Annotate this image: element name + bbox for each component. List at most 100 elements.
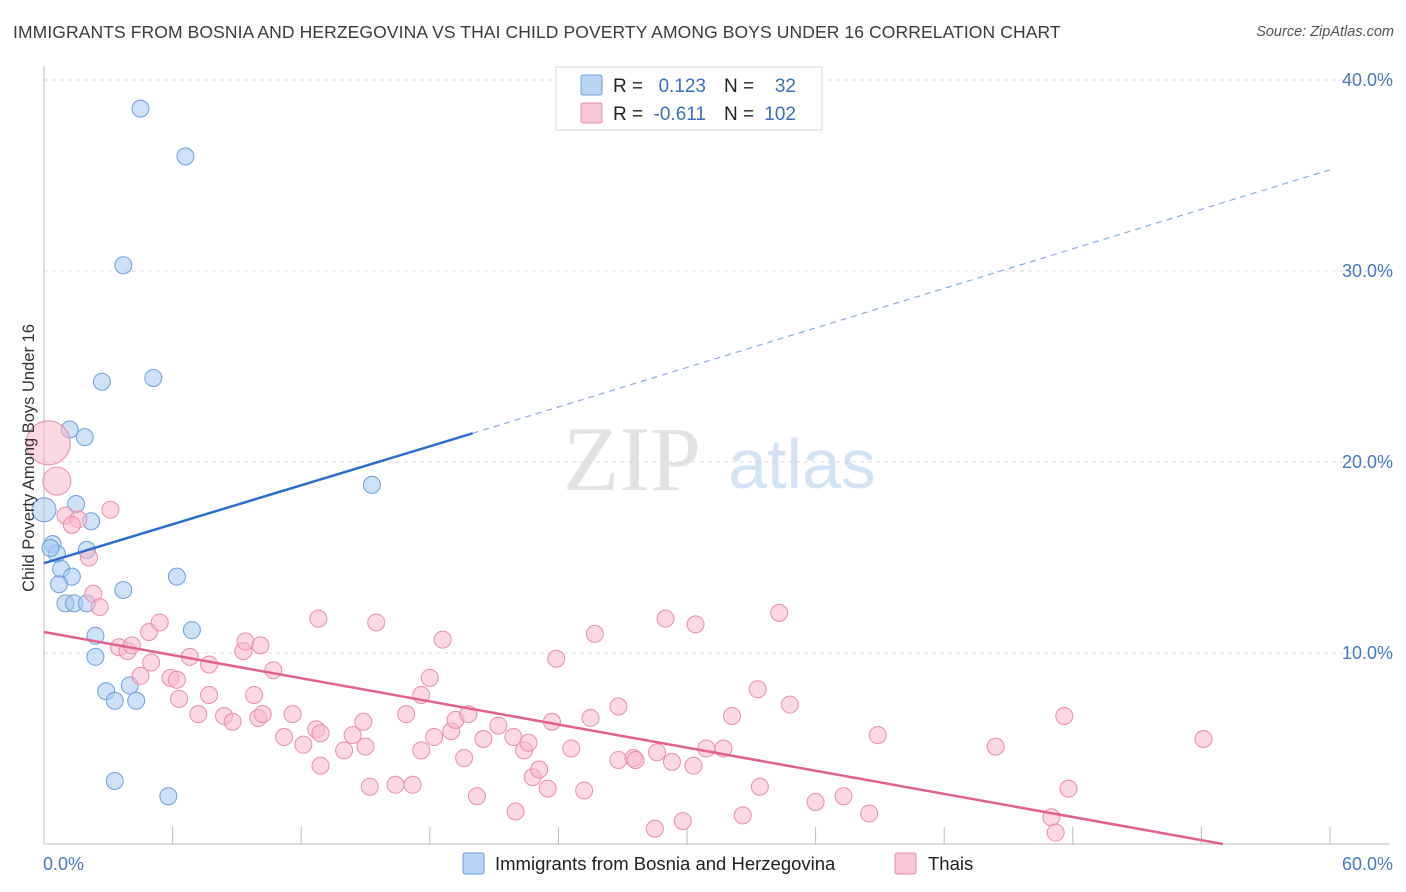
thais-point-34 xyxy=(311,724,330,743)
thais-point-53 xyxy=(467,787,486,806)
y-tick-label-1: 20.0% xyxy=(1342,452,1393,472)
thais-point-40 xyxy=(311,756,330,775)
thais-point-94 xyxy=(986,737,1005,756)
bosnia-point-28 xyxy=(105,691,124,710)
thais-point-30 xyxy=(253,705,272,724)
thais-point-59 xyxy=(506,802,525,821)
thais-point-46 xyxy=(433,630,452,649)
thais-point-0 xyxy=(25,420,71,466)
legend-n-label-bosnia: N = xyxy=(724,76,754,97)
thais-point-10 xyxy=(150,613,169,632)
thais-point-79 xyxy=(686,615,705,634)
thais-point-38 xyxy=(335,741,354,760)
bosnia-point-17 xyxy=(114,580,133,599)
thais-point-87 xyxy=(780,695,799,714)
legend-n-value-thais: 102 xyxy=(764,104,796,125)
thais-point-64 xyxy=(547,649,566,668)
thais-point-85 xyxy=(750,777,769,796)
thais-point-31 xyxy=(283,705,302,724)
bottom-legend-label-bosnia: Immigrants from Bosnia and Herzegovina xyxy=(495,853,836,874)
thais-point-36 xyxy=(354,712,373,731)
watermark: ZIP atlas xyxy=(563,408,876,510)
bosnia-trend-solid xyxy=(43,432,474,565)
thais-point-13 xyxy=(122,636,141,655)
thais-point-23 xyxy=(200,686,219,705)
thais-point-73 xyxy=(645,819,664,838)
x-tick-label-0: 0.0% xyxy=(43,854,84,874)
thais-point-76 xyxy=(662,752,681,771)
bosnia-point-2 xyxy=(114,256,133,275)
thais-point-54 xyxy=(474,729,493,748)
y-tick-labels: 10.0% 20.0% 30.0% 40.0% xyxy=(1342,70,1393,663)
thais-point-88 xyxy=(806,792,825,811)
thais-point-26 xyxy=(189,705,208,724)
thais-point-45 xyxy=(420,668,439,687)
watermark-zip: ZIP xyxy=(563,408,701,510)
watermark-atlas: atlas xyxy=(728,425,876,503)
thais-point-61 xyxy=(530,760,549,779)
y-axis-label: Child Poverty Among Boys Under 16 xyxy=(20,324,38,592)
thais-point-90 xyxy=(860,804,879,823)
thais-point-15 xyxy=(236,632,255,651)
thais-point-48 xyxy=(425,728,444,747)
thais-point-100 xyxy=(360,777,379,796)
legend-n-label-thais: N = xyxy=(724,104,754,125)
thais-point-41 xyxy=(367,613,386,632)
thais-point-16 xyxy=(142,653,161,672)
thais-point-70 xyxy=(609,750,628,769)
thais-point-22 xyxy=(167,670,186,689)
legend-n-value-bosnia: 32 xyxy=(775,76,796,97)
bosnia-point-4 xyxy=(92,372,111,391)
x-tick-label-1: 60.0% xyxy=(1342,854,1393,874)
series-legend: Immigrants from Bosnia and Herzegovina T… xyxy=(462,852,973,875)
legend-swatch-thais xyxy=(580,102,603,124)
thais-point-62 xyxy=(538,779,557,798)
thais-point-33 xyxy=(275,728,294,747)
thais-point-86 xyxy=(770,603,789,622)
thais-point-1 xyxy=(42,466,72,496)
thais-point-42 xyxy=(309,609,328,628)
thais-point-20 xyxy=(131,666,150,685)
thais-point-28 xyxy=(223,712,242,731)
y-tick-label-3: 40.0% xyxy=(1342,70,1393,90)
thais-point-19 xyxy=(264,661,283,680)
bosnia-point-27 xyxy=(127,691,146,710)
series-thais-points xyxy=(25,420,1213,842)
thais-point-39 xyxy=(294,735,313,754)
thais-point-75 xyxy=(656,609,675,628)
thais-point-52 xyxy=(455,749,474,768)
bottom-legend-label-thais: Thais xyxy=(928,853,973,874)
axes xyxy=(43,66,1390,845)
bosnia-point-6 xyxy=(75,428,94,447)
legend-r-label-bosnia: R = xyxy=(613,76,643,97)
bosnia-point-0 xyxy=(131,99,150,118)
thais-point-93 xyxy=(403,775,422,794)
bosnia-point-31 xyxy=(159,787,178,806)
thais-point-84 xyxy=(748,680,767,699)
thais-point-83 xyxy=(733,806,752,825)
thais-point-101 xyxy=(251,636,270,655)
legend-r-label-thais: R = xyxy=(613,104,643,125)
thais-point-43 xyxy=(397,705,416,724)
thais-point-92 xyxy=(386,775,405,794)
bosnia-point-22 xyxy=(182,621,201,640)
bottom-legend-swatch-bosnia xyxy=(462,852,485,875)
y-tick-label-0: 10.0% xyxy=(1342,643,1393,663)
thais-trend-line xyxy=(43,630,1224,846)
thais-point-58 xyxy=(519,733,538,752)
bosnia-point-29 xyxy=(362,475,381,494)
thais-point-74 xyxy=(647,743,666,762)
thais-point-65 xyxy=(562,739,581,758)
bosnia-point-12 xyxy=(41,538,60,557)
bosnia-point-3 xyxy=(144,368,163,387)
thais-point-91 xyxy=(868,726,887,745)
chart-title: IMMIGRANTS FROM BOSNIA AND HERZEGOVINA V… xyxy=(13,22,1061,42)
legend-swatch-bosnia xyxy=(580,74,603,96)
correlation-legend: R = 0.123 N = 32 R = -0.611 N = 102 xyxy=(555,66,823,131)
bosnia-trend-dashed xyxy=(472,169,1331,434)
thais-point-77 xyxy=(673,812,692,831)
y-tick-label-2: 30.0% xyxy=(1342,261,1393,281)
thais-point-72 xyxy=(626,750,645,769)
thais-point-66 xyxy=(575,781,594,800)
